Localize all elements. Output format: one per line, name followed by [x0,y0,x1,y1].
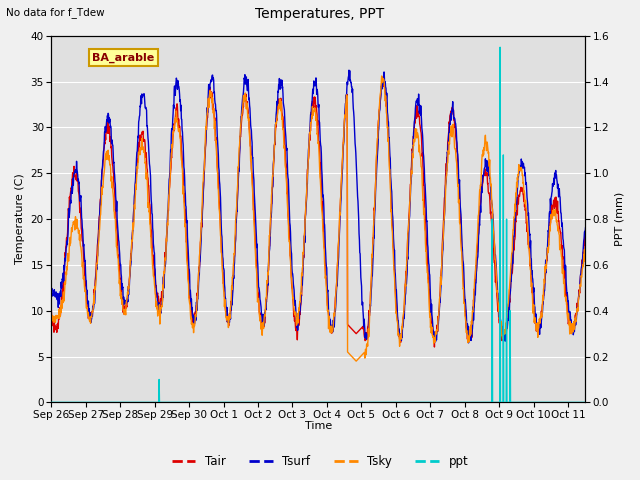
Text: BA_arable: BA_arable [92,52,155,62]
Text: No data for f_Tdew: No data for f_Tdew [6,7,105,18]
Text: Temperatures, PPT: Temperatures, PPT [255,7,385,21]
X-axis label: Time: Time [305,421,332,432]
Y-axis label: Temperature (C): Temperature (C) [15,174,25,264]
Y-axis label: PPT (mm): PPT (mm) [615,192,625,246]
Legend: Tair, Tsurf, Tsky, ppt: Tair, Tsurf, Tsky, ppt [167,451,473,473]
